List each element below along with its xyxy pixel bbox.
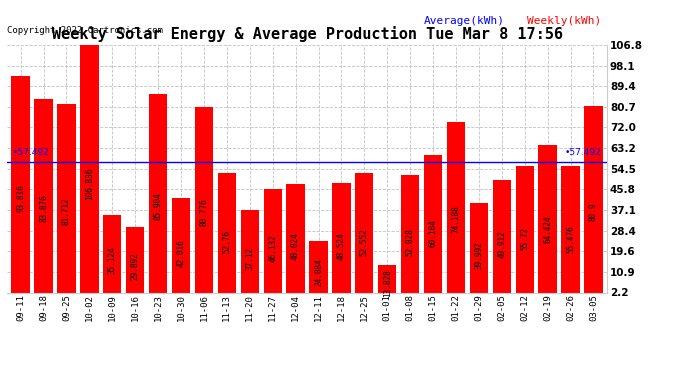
- Bar: [57, 104, 76, 298]
- Text: 24.084: 24.084: [314, 258, 323, 286]
- Bar: [103, 214, 121, 298]
- Bar: [172, 198, 190, 298]
- Text: 13.828: 13.828: [383, 269, 392, 297]
- Bar: [493, 180, 511, 298]
- Text: 83.876: 83.876: [39, 195, 48, 222]
- Bar: [126, 227, 144, 298]
- Bar: [562, 166, 580, 298]
- Bar: [264, 189, 282, 298]
- Text: 52.76: 52.76: [222, 230, 231, 253]
- Text: 42.016: 42.016: [177, 239, 186, 267]
- Text: 106.836: 106.836: [85, 168, 94, 200]
- Text: Copyright 2022 Cartronics.com: Copyright 2022 Cartronics.com: [7, 26, 163, 35]
- Bar: [378, 265, 397, 298]
- Bar: [149, 94, 167, 298]
- Bar: [34, 99, 52, 298]
- Text: 39.992: 39.992: [475, 241, 484, 269]
- Text: 64.424: 64.424: [543, 215, 552, 243]
- Bar: [333, 183, 351, 298]
- Bar: [538, 145, 557, 298]
- Text: 52.552: 52.552: [359, 228, 369, 256]
- Text: 48.524: 48.524: [337, 232, 346, 260]
- Text: 55.476: 55.476: [566, 225, 575, 252]
- Text: 93.816: 93.816: [16, 184, 25, 212]
- Text: 81.712: 81.712: [62, 197, 71, 225]
- Title: Weekly Solar Energy & Average Production Tue Mar 8 17:56: Weekly Solar Energy & Average Production…: [52, 27, 562, 42]
- Text: 46.132: 46.132: [268, 235, 277, 262]
- Text: 29.892: 29.892: [130, 252, 139, 280]
- Bar: [12, 76, 30, 298]
- Text: •57.492: •57.492: [564, 148, 601, 157]
- Text: 55.72: 55.72: [520, 227, 529, 250]
- Bar: [286, 184, 305, 298]
- Bar: [515, 166, 534, 298]
- Text: 85.904: 85.904: [154, 192, 163, 220]
- Bar: [584, 106, 602, 298]
- Bar: [401, 175, 420, 298]
- Bar: [447, 122, 465, 298]
- Text: 60.184: 60.184: [428, 220, 437, 248]
- Bar: [424, 155, 442, 298]
- Bar: [309, 241, 328, 298]
- Bar: [241, 210, 259, 298]
- Text: 49.912: 49.912: [497, 231, 506, 258]
- Text: 80.9: 80.9: [589, 202, 598, 221]
- Bar: [470, 203, 488, 298]
- Bar: [217, 173, 236, 298]
- Bar: [355, 173, 373, 298]
- Bar: [195, 106, 213, 298]
- Bar: [80, 45, 99, 298]
- Text: 74.188: 74.188: [451, 205, 460, 232]
- Text: 35.124: 35.124: [108, 246, 117, 274]
- Legend: Average(kWh), Weekly(kWh): Average(kWh), Weekly(kWh): [408, 16, 602, 26]
- Text: 80.776: 80.776: [199, 198, 208, 226]
- Text: 48.024: 48.024: [291, 233, 300, 261]
- Text: •57.492: •57.492: [13, 148, 50, 157]
- Text: 52.028: 52.028: [406, 228, 415, 256]
- Text: 37.12: 37.12: [245, 247, 255, 270]
